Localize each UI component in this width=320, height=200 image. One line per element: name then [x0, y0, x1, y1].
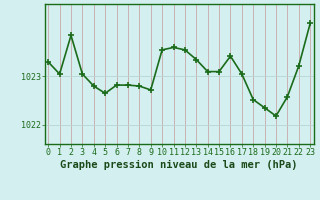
X-axis label: Graphe pression niveau de la mer (hPa): Graphe pression niveau de la mer (hPa) [60, 160, 298, 170]
